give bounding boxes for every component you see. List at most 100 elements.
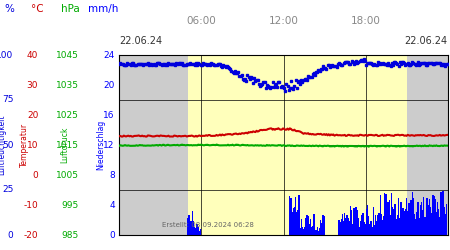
Bar — [352, 224, 353, 235]
Bar — [189, 215, 190, 235]
Bar — [346, 215, 348, 235]
Bar — [405, 209, 406, 235]
Bar — [414, 214, 415, 235]
Bar — [392, 208, 393, 235]
Bar — [361, 215, 363, 235]
Bar — [296, 212, 297, 235]
Text: 24: 24 — [104, 50, 115, 59]
Text: 4: 4 — [109, 200, 115, 209]
Bar — [370, 221, 372, 235]
Text: 1015: 1015 — [56, 140, 79, 149]
Bar — [324, 216, 325, 235]
Bar — [292, 208, 294, 235]
Bar — [444, 206, 445, 235]
Bar — [401, 213, 403, 235]
Bar — [195, 228, 197, 235]
Text: 995: 995 — [62, 200, 79, 209]
Bar — [382, 220, 383, 235]
Text: hPa: hPa — [61, 4, 80, 14]
Bar — [437, 202, 438, 235]
Bar — [430, 207, 431, 235]
Bar — [402, 208, 404, 235]
Bar — [297, 210, 298, 235]
Bar — [347, 218, 349, 235]
Bar — [342, 214, 343, 235]
Text: 30: 30 — [27, 80, 38, 90]
Text: 100: 100 — [0, 50, 14, 59]
Bar — [385, 194, 387, 235]
Bar — [304, 227, 306, 235]
Bar — [319, 228, 320, 235]
Bar — [294, 207, 295, 235]
Bar — [192, 211, 193, 235]
Bar — [387, 202, 389, 235]
Bar — [344, 214, 346, 235]
Text: 985: 985 — [62, 230, 79, 239]
Text: 16: 16 — [103, 110, 115, 120]
Bar — [379, 195, 381, 235]
Bar — [359, 227, 360, 235]
Bar — [406, 198, 407, 235]
Bar — [196, 224, 198, 235]
Bar — [407, 211, 408, 235]
Bar — [292, 212, 293, 235]
Bar — [353, 208, 355, 235]
Bar — [338, 220, 340, 235]
Text: 20: 20 — [104, 80, 115, 90]
Bar — [199, 231, 200, 235]
Text: 10: 10 — [27, 140, 38, 149]
Bar — [356, 207, 357, 235]
Bar — [410, 200, 412, 235]
Bar — [445, 214, 446, 235]
Bar — [422, 210, 423, 235]
Bar — [362, 213, 364, 235]
Bar — [349, 221, 350, 235]
Text: Luftdruck: Luftdruck — [61, 127, 70, 163]
Bar — [119, 55, 188, 235]
Bar — [399, 218, 400, 235]
Bar — [413, 198, 414, 235]
Bar — [410, 206, 411, 235]
Bar — [375, 214, 376, 235]
Text: -10: -10 — [23, 200, 38, 209]
Bar — [419, 205, 421, 235]
Bar — [188, 55, 407, 235]
Text: 1035: 1035 — [56, 80, 79, 90]
Bar — [372, 227, 373, 235]
Bar — [320, 220, 321, 235]
Bar — [396, 218, 397, 235]
Bar — [358, 218, 359, 235]
Bar — [306, 215, 308, 235]
Bar — [436, 212, 437, 235]
Bar — [441, 216, 443, 235]
Bar — [313, 214, 315, 235]
Text: 1005: 1005 — [56, 170, 79, 179]
Text: 0: 0 — [8, 230, 14, 239]
Bar — [428, 205, 429, 235]
Text: Temperatur: Temperatur — [20, 123, 29, 167]
Bar — [194, 227, 195, 235]
Bar — [367, 205, 368, 235]
Text: 40: 40 — [27, 50, 38, 59]
Text: Luftfeuchtigkeit: Luftfeuchtigkeit — [0, 115, 7, 175]
Text: 22.06.24: 22.06.24 — [405, 36, 448, 46]
Bar — [391, 192, 392, 235]
Bar — [309, 224, 310, 235]
Bar — [369, 224, 371, 235]
Bar — [433, 196, 435, 235]
Text: 1025: 1025 — [56, 110, 79, 120]
Bar — [317, 227, 318, 235]
Bar — [198, 227, 199, 235]
Text: 18:00: 18:00 — [351, 16, 381, 26]
Bar — [302, 227, 303, 235]
Bar — [314, 231, 315, 235]
Bar — [305, 218, 306, 235]
Bar — [351, 210, 352, 235]
Text: mm/h: mm/h — [88, 4, 118, 14]
Bar — [438, 209, 439, 235]
Bar — [424, 217, 426, 235]
Bar — [354, 216, 356, 235]
Bar — [310, 219, 311, 235]
Bar — [398, 198, 399, 235]
Bar — [439, 217, 441, 235]
